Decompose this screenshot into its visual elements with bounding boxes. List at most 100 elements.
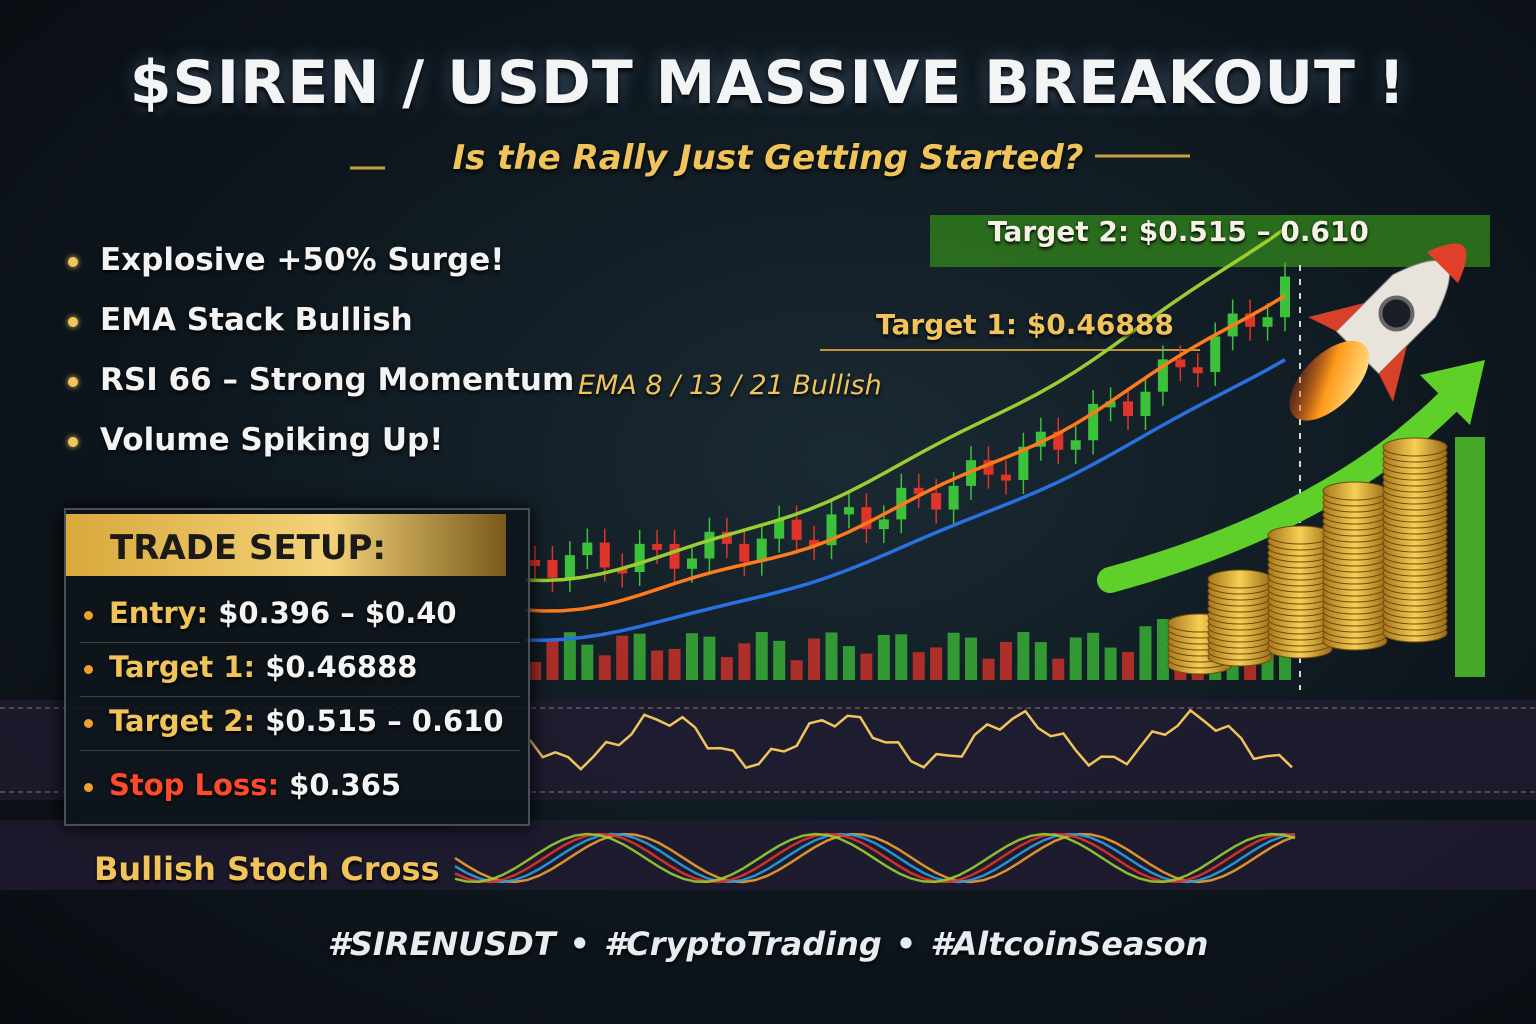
volume-bar xyxy=(947,632,960,680)
candle-body xyxy=(931,492,942,510)
volume-bar xyxy=(738,643,751,680)
candle-body xyxy=(843,507,854,515)
rocket xyxy=(1289,243,1467,421)
ema-line xyxy=(524,294,1286,613)
volume-bar xyxy=(563,632,576,680)
candle-body xyxy=(809,539,820,546)
candle-body xyxy=(547,560,558,578)
target-2-label: Target 2: $0.515 – 0.610 xyxy=(988,215,1369,248)
volume-bar xyxy=(720,657,733,680)
volume-bar xyxy=(999,641,1012,680)
stoch-panel xyxy=(0,820,1536,890)
hashtags: #SIRENUSDT • #CryptoTrading • #AltcoinSeason xyxy=(0,925,1536,963)
volume-bar xyxy=(895,634,908,680)
volume-bar xyxy=(860,653,873,680)
stoch-line xyxy=(454,832,1296,884)
setup-item: Entry: $0.396 – $0.40 xyxy=(84,596,457,630)
volume-bar xyxy=(685,633,698,680)
volume-bar xyxy=(808,638,821,680)
rocket-nose xyxy=(1426,243,1467,284)
volume-bar xyxy=(1052,658,1065,680)
volume-bar xyxy=(1034,642,1047,680)
volume-bar xyxy=(1069,637,1082,680)
title: $SIREN / USDT MASSIVE BREAKOUT ! xyxy=(129,48,1407,118)
candle-body xyxy=(669,543,680,569)
candle-body xyxy=(739,543,750,562)
candle-body xyxy=(1192,367,1203,374)
highlight: Volume Spiking Up! xyxy=(68,422,443,458)
setup-item: Target 1: $0.46888 xyxy=(84,650,417,684)
coin xyxy=(1382,437,1448,457)
setup-label: Target 2: xyxy=(109,704,256,738)
candle-body xyxy=(530,560,540,566)
coin xyxy=(1267,525,1333,545)
volume-bar xyxy=(1156,619,1169,680)
candle-body xyxy=(704,531,715,559)
volume-bar xyxy=(965,637,978,680)
hashtag: #AltcoinSeason xyxy=(930,925,1209,963)
volume-bar xyxy=(982,658,995,680)
separator-dot: • xyxy=(569,925,590,963)
setup-item: Stop Loss: $0.365 xyxy=(84,768,401,802)
trade-setup-title: TRADE SETUP: xyxy=(110,528,387,568)
volume-bar xyxy=(703,636,716,680)
hashtag: #SIRENUSDT xyxy=(327,925,556,963)
volume-bar xyxy=(773,640,786,680)
candle-body xyxy=(1018,446,1029,480)
coin xyxy=(1207,569,1273,589)
candle-body xyxy=(1140,391,1151,417)
volume-bar xyxy=(668,648,681,680)
stoch-line xyxy=(454,832,1296,884)
green-bar xyxy=(1455,437,1485,677)
setup-label: Entry: xyxy=(109,596,209,630)
candle-body xyxy=(634,543,645,572)
volume-bar xyxy=(912,652,925,680)
volume-bar xyxy=(616,635,629,680)
stoch-label: Bullish Stoch Cross xyxy=(94,850,440,888)
candle-body xyxy=(1157,359,1168,392)
target-1-label: Target 1: $0.46888 xyxy=(876,308,1174,341)
ema-line xyxy=(524,358,1286,642)
candle-body xyxy=(599,542,610,568)
candle-body xyxy=(1123,401,1134,417)
separator-dot: • xyxy=(895,925,917,963)
candle-body xyxy=(1053,431,1064,450)
hashtag: #CryptoTrading xyxy=(603,925,882,963)
candle-body xyxy=(686,558,697,569)
volume-bar xyxy=(546,639,559,680)
ema-label: EMA 8 / 13 / 21 Bullish xyxy=(578,370,882,401)
candle-body xyxy=(826,514,837,546)
volume-bar xyxy=(842,646,855,680)
trend-arrow-head xyxy=(1420,360,1485,425)
candle-body xyxy=(1035,431,1046,447)
candle-body xyxy=(878,519,889,530)
candle-body xyxy=(582,542,593,556)
volume-bar xyxy=(651,650,664,680)
candle-body xyxy=(652,543,663,550)
rsi-line xyxy=(528,708,1293,771)
candle-body xyxy=(1245,313,1256,327)
volume-bar xyxy=(877,634,890,680)
volume-bar xyxy=(1139,626,1152,680)
candle-body xyxy=(1088,403,1099,441)
candle-body xyxy=(861,507,872,530)
setup-item: Target 2: $0.515 – 0.610 xyxy=(84,704,504,738)
candle-body xyxy=(1175,359,1186,368)
candle-body xyxy=(617,567,628,574)
setup-value: $0.365 xyxy=(289,768,402,802)
separator xyxy=(80,642,520,643)
candle-body xyxy=(1000,474,1011,481)
setup-value: $0.396 – $0.40 xyxy=(218,596,457,630)
volume-bar xyxy=(790,660,803,680)
setup-value: $0.515 – 0.610 xyxy=(265,704,504,738)
volume-bar xyxy=(1104,647,1117,680)
separator xyxy=(80,750,520,751)
setup-label: Target 1: xyxy=(109,650,256,684)
rocket-fin xyxy=(1378,345,1408,402)
volume-bar xyxy=(1122,652,1135,680)
stoch-line xyxy=(454,832,1296,884)
trade-setup: TRADE SETUP: Entry: $0.396 – $0.40 Targe… xyxy=(64,508,530,826)
candle-body xyxy=(1070,440,1081,450)
separator xyxy=(80,696,520,697)
